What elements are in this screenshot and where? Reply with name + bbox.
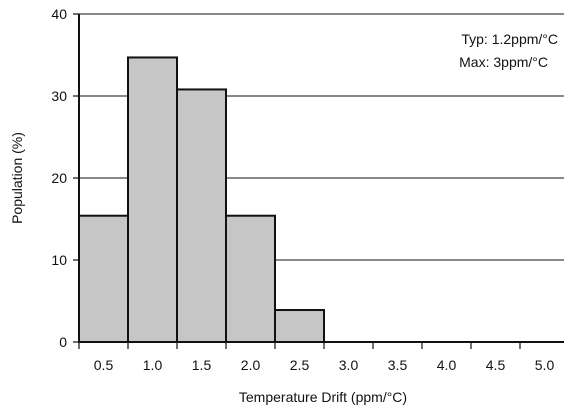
- bar: [176, 88, 227, 343]
- x-tick-label: 2.0: [241, 357, 261, 373]
- y-axis-label: Population (%): [9, 132, 25, 224]
- bar: [225, 214, 276, 343]
- x-tick-label: 2.5: [290, 357, 310, 373]
- y-tick-label: 10: [51, 252, 67, 268]
- y-tick-label: 40: [51, 6, 67, 22]
- x-tick-label: 5.0: [535, 357, 555, 373]
- x-tick-label: 3.5: [388, 357, 408, 373]
- x-tick-label: 1.0: [143, 357, 163, 373]
- axes: [73, 13, 564, 349]
- x-tick-label: 0.5: [94, 357, 114, 373]
- y-tick-label: 30: [51, 88, 67, 104]
- x-tick-labels: 0.5 1.0 1.5 2.0 2.5 3.0 3.5 4.0 4.5 5.0: [94, 357, 555, 373]
- x-tick-label: 4.5: [486, 357, 506, 373]
- bars: [78, 56, 325, 344]
- annotation-max: Max: 3ppm/°C: [459, 54, 548, 70]
- annotation-typical: Typ: 1.2ppm/°C: [461, 31, 558, 47]
- x-axis-label: Temperature Drift (ppm/°C): [239, 389, 407, 405]
- y-tick-label: 0: [59, 334, 67, 350]
- y-tick-labels: 0 10 20 30 40: [51, 6, 67, 350]
- x-tick-label: 1.5: [192, 357, 212, 373]
- bar: [78, 214, 129, 343]
- y-tick-label: 20: [51, 170, 67, 186]
- bar: [127, 56, 178, 344]
- x-tick-label: 3.0: [339, 357, 359, 373]
- bar: [274, 309, 325, 343]
- x-tick-label: 4.0: [437, 357, 457, 373]
